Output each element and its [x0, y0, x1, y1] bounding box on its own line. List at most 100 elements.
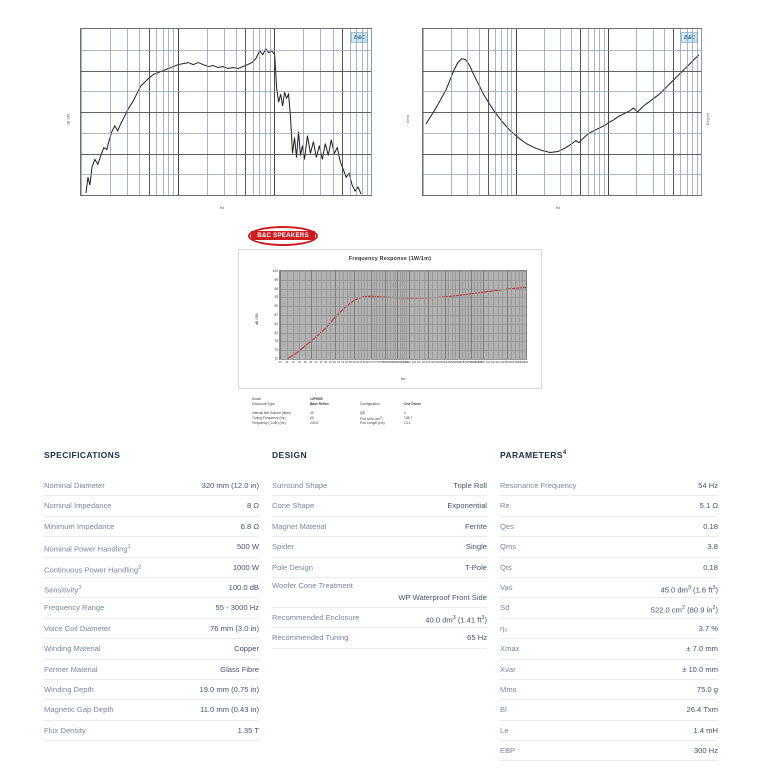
chart-grid-line-vertical — [315, 271, 317, 359]
design-row: Magnet Material Ferrite — [272, 517, 487, 538]
chart-grid-line-vertical — [418, 271, 420, 359]
grid-line-horizontal — [81, 132, 371, 134]
design-row: Recommended Tuning 65 Hz — [272, 628, 487, 649]
chart-grid-line-vertical — [526, 271, 527, 359]
specification-row: Winding Material Copper — [44, 639, 259, 660]
chart-x-tick-label: 260 — [508, 360, 513, 364]
parameters-rows: Resonance Frequency 54 Hz Re 5.1 Ω Qes 0.18 Qm… — [500, 476, 718, 762]
chart-grid-line-vertical — [474, 271, 476, 359]
specification-row: Flux Density 1.35 T — [44, 721, 259, 742]
parameter-label: EBP — [500, 746, 516, 756]
chart-grid-line-vertical — [432, 271, 434, 359]
chart-x-tick-label: 135 — [438, 360, 443, 364]
parameter-label: Le — [500, 725, 509, 735]
chart-x-tick-label: 68 — [366, 360, 369, 364]
chart-grid-line-vertical — [346, 271, 348, 359]
chart-x-tick-label: 56 — [345, 360, 349, 364]
specifications-rows: Nominal Diameter 320 mm (12.0 in) Nominal … — [44, 476, 259, 742]
chart-x-tick-label: 42 — [314, 360, 318, 364]
logo-oval-icon — [248, 226, 318, 246]
chart-grid-line-vertical — [440, 271, 442, 359]
table-cell: Port Area (cm2) — [360, 416, 383, 422]
spec-columns: SPECIFICATIONS Nominal Diameter 320 mm (1… — [0, 450, 760, 782]
chart-y-tick-label: 99 — [274, 277, 278, 282]
grid-line-horizontal — [423, 174, 701, 176]
chart-grid-line-vertical — [305, 271, 307, 359]
chart-x-tick-label: 120 — [426, 360, 431, 364]
specification-value: Copper — [234, 644, 259, 654]
chart-grid-line-vertical — [354, 271, 356, 359]
design-label: Woofer Cone Treatment — [272, 580, 353, 590]
chart-grid-line-vertical — [451, 271, 453, 359]
chart-y-tick-label: 84 — [274, 321, 278, 326]
grid-line-horizontal — [81, 91, 371, 93]
table-row: Model 12PW65 — [252, 397, 452, 402]
table-row: Tuning Frequency (Hz) 65 Port Area (cm2) 13… — [252, 416, 452, 421]
design-value: Single — [465, 542, 487, 552]
specification-label: Nominal Power Handling1 — [44, 544, 131, 554]
chart-x-tick-label: 250 — [504, 360, 509, 364]
impedance-x-axis-title: Hz — [555, 206, 561, 210]
parameter-row: Re 5.1 Ω — [500, 496, 718, 517]
chart-grid-line-vertical — [299, 271, 301, 359]
chart-grid-line-vertical — [286, 271, 288, 359]
specification-value: 1000 W — [232, 562, 259, 572]
chart-x-tick-label: 105 — [411, 360, 416, 364]
parameter-value: 0.18 — [703, 521, 718, 531]
parameters-heading: PARAMETERS4 — [500, 450, 718, 460]
design-row: Pole Design T-Pole — [272, 558, 487, 578]
chart-y-tick-label: 81 — [274, 330, 278, 335]
parameters-column: PARAMETERS4 Resonance Frequency 54 Hz Re 5.… — [500, 450, 718, 762]
grid-line-horizontal — [423, 153, 701, 155]
design-value: T-Pole — [465, 562, 487, 572]
design-value: 40.0 dm3 (1.41 ft3) — [425, 614, 487, 625]
chart-y-tick-label: 87 — [274, 313, 278, 317]
chart-grid-line-vertical — [510, 271, 512, 359]
chart-grid-line-vertical — [280, 271, 281, 359]
specification-label: Magnetic Gap Depth — [44, 705, 114, 715]
chart-grid-line-vertical — [468, 271, 470, 359]
grid-line-horizontal — [81, 49, 371, 51]
chart-x-tick-label: 195 — [477, 360, 483, 364]
specification-value: 1.35 T — [237, 725, 259, 735]
chart-x-tick-label: 165 — [460, 360, 465, 364]
design-value: Ferrite — [465, 521, 487, 531]
grid-line-horizontal — [423, 132, 701, 134]
parameter-row: Sd 522.0 cm2 (80.9 in2) — [500, 598, 718, 619]
design-column: DESIGN Surround Shape Triple Roll Cone Sha… — [272, 450, 487, 649]
parameter-value: 1.4 mH — [693, 725, 718, 735]
chart-x-tick-label: 280 — [516, 360, 521, 364]
chart-grid-line-vertical — [402, 271, 404, 359]
chart-x-tick-label: 125 — [430, 360, 435, 364]
impedance-phase-graph: B&C Ohm Degree Hz — [404, 20, 712, 218]
parameter-row: Bl 26.4 Txm — [500, 700, 718, 721]
chart-grid-line-vertical — [458, 271, 460, 359]
specification-label: Voice Coil Diameter — [44, 623, 111, 633]
chart-grid-line-vertical — [404, 271, 406, 359]
specification-row: Frequency Range 55 - 3000 Hz — [44, 598, 259, 619]
chart-x-tick-label: 94 — [400, 360, 404, 364]
specification-label: Continuous Power Handling2 — [44, 564, 142, 575]
parameter-label: Qms — [500, 542, 517, 552]
chart-grid-line-vertical — [360, 271, 362, 359]
chart-grid-line-vertical — [413, 271, 415, 359]
chart-x-tick-label: 270 — [512, 360, 517, 364]
chart-x-tick-label: 46 — [324, 360, 328, 364]
table-cell: Model — [252, 397, 261, 401]
grid-line-horizontal — [81, 174, 371, 176]
impedance-plot-frame: B&C — [422, 28, 702, 196]
table-cell: Bass Reflex — [310, 402, 329, 406]
table-cell: QB — [360, 411, 365, 415]
chart-x-tick-label: 110 — [416, 360, 421, 364]
chart-x-tick-label: 86 — [391, 360, 394, 364]
parameters-heading-text: PARAMETERS — [500, 450, 563, 460]
chart-x-axis-title: Hz — [400, 377, 406, 381]
chart-grid-line-vertical — [387, 271, 389, 359]
chart-x-tick-label: 78 — [380, 360, 384, 364]
grid-line-horizontal — [81, 70, 371, 72]
chart-grid-line-vertical — [497, 271, 499, 359]
chart-x-tick-label: 76 — [377, 360, 381, 364]
table-cell: 4 — [404, 411, 406, 415]
chart-x-tick-label: 240 — [500, 360, 505, 364]
design-rows: Surround Shape Triple Roll Cone Shape Expon… — [272, 476, 487, 649]
